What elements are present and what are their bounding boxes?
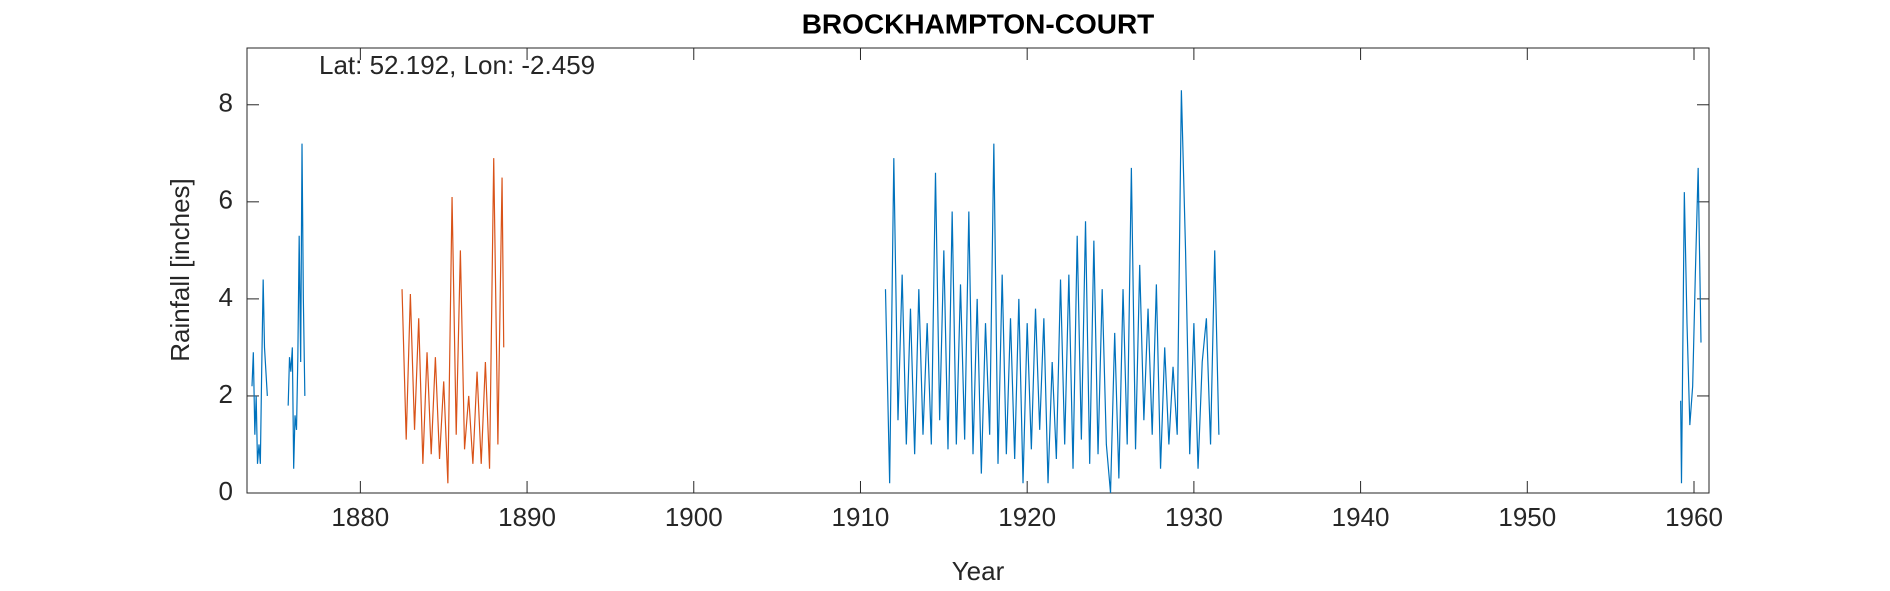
annotation: Lat: 52.192, Lon: -2.459 [319,50,595,80]
y-tick-label: 6 [219,185,233,215]
x-tick-label: 1890 [498,502,556,532]
x-tick-label: 1910 [832,502,890,532]
y-tick-label: 4 [219,282,233,312]
x-tick-label: 1940 [1332,502,1390,532]
plot-frame [246,47,1710,494]
x-axis-label: Year [952,556,1005,586]
y-tick-label: 2 [219,379,233,409]
x-tick-label: 1900 [665,502,723,532]
x-tick-label: 1880 [331,502,389,532]
y-tick-label: 0 [219,476,233,506]
y-axis-label: Rainfall [inches] [165,178,195,362]
y-tick-label: 8 [219,88,233,118]
series-line [401,158,505,484]
x-tick-label: 1920 [998,502,1056,532]
x-tick-label: 1950 [1498,502,1556,532]
chart-title: BROCKHAMPTON-COURT [802,8,1155,39]
x-tick-label: 1930 [1165,502,1223,532]
series-line [251,90,1702,494]
x-tick-label: 1960 [1665,502,1723,532]
